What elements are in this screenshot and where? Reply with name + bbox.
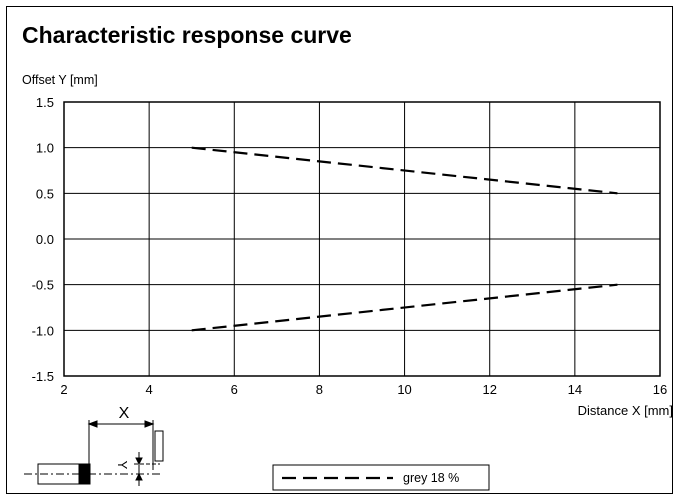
diagram-x-label: X bbox=[119, 405, 130, 422]
y-arrow-up bbox=[135, 457, 143, 466]
y-axis-label: Offset Y [mm] bbox=[22, 73, 98, 87]
legend-label: grey 18 % bbox=[403, 471, 459, 485]
x-tick-label: 10 bbox=[397, 382, 411, 397]
x-tick-label: 14 bbox=[568, 382, 582, 397]
y-tick-label: -1.5 bbox=[32, 369, 54, 384]
x-tick-label: 12 bbox=[482, 382, 496, 397]
y-tick-label: -0.5 bbox=[32, 278, 54, 293]
x-tick-label: 4 bbox=[146, 382, 153, 397]
x-arrow-right bbox=[144, 420, 155, 428]
series-line bbox=[191, 146, 618, 195]
x-tick-label: 2 bbox=[60, 382, 67, 397]
series-line bbox=[191, 283, 618, 332]
diagram-y-label: Y bbox=[115, 461, 130, 470]
x-axis-label: Distance X [mm] bbox=[578, 403, 673, 418]
series-layer bbox=[191, 146, 618, 332]
x-arrow-left bbox=[87, 420, 98, 428]
legend: grey 18 % bbox=[272, 464, 490, 491]
grid bbox=[63, 101, 661, 377]
sensor-schematic-diagram bbox=[24, 420, 164, 486]
target-object bbox=[154, 430, 164, 462]
tick-labels: 2 4 6 8 10 12 14 16 1.5 1.0 0.5 0.0 -0.5 -1.0 -1.5 bbox=[32, 95, 668, 397]
y-tick-label: 0.5 bbox=[36, 186, 54, 201]
y-arrow-down bbox=[135, 472, 143, 481]
x-tick-label: 16 bbox=[653, 382, 667, 397]
x-tick-label: 8 bbox=[316, 382, 323, 397]
y-tick-label: 1.5 bbox=[36, 95, 54, 110]
x-tick-label: 6 bbox=[231, 382, 238, 397]
figure-frame bbox=[6, 6, 673, 494]
y-tick-label: 1.0 bbox=[36, 141, 54, 156]
plot-border bbox=[63, 101, 661, 377]
chart-title: Characteristic response curve bbox=[22, 22, 352, 48]
y-tick-label: 0.0 bbox=[36, 232, 54, 247]
y-tick-label: -1.0 bbox=[32, 323, 54, 338]
